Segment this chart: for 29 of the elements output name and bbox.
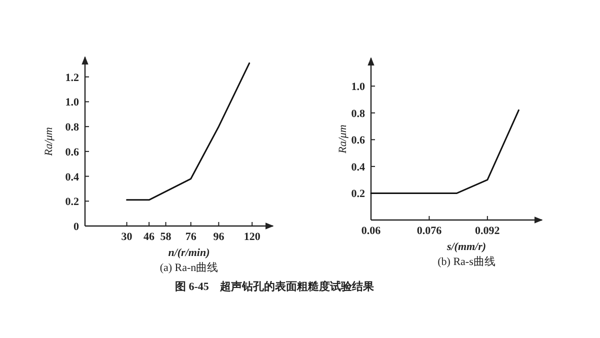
x-tick-label: 46 bbox=[144, 231, 156, 243]
x-axis-title: n/(r/min) bbox=[168, 247, 210, 259]
x-tick-label: 58 bbox=[160, 231, 172, 243]
y-tick-label: 0.4 bbox=[65, 171, 80, 184]
x-axis-title: s/(mm/r) bbox=[446, 241, 486, 253]
y-tick-label: 0.6 bbox=[351, 134, 366, 147]
text: (b) Ra-s曲线 bbox=[438, 255, 496, 268]
y-tick-label: 0.2 bbox=[65, 196, 80, 208]
y-axis-title: Ra/μm bbox=[43, 127, 55, 157]
x-tick-label: 96 bbox=[213, 231, 225, 243]
y-tick-label: 0.6 bbox=[65, 146, 80, 158]
y-axis-title: Ra/μm bbox=[337, 124, 349, 154]
x-tick-label: 120 bbox=[244, 231, 261, 243]
x-tick-label: 76 bbox=[185, 231, 197, 243]
text: (a) Ra-n曲线 bbox=[160, 261, 218, 274]
x-tick-label: 0.06 bbox=[361, 225, 382, 237]
line-series bbox=[126, 62, 250, 201]
caption: 图 6-45 超声钻孔的表面粗糙度试验结果 bbox=[175, 280, 375, 293]
x-tick-label: 30 bbox=[121, 231, 133, 243]
x-tick-label: 0.076 bbox=[416, 225, 442, 237]
y-tick-label: 0.4 bbox=[351, 161, 366, 174]
y-tick-label: 0 bbox=[74, 221, 80, 233]
y-tick-label: 0.2 bbox=[351, 188, 366, 200]
y-tick-label: 0.8 bbox=[351, 108, 366, 120]
y-tick-label: 0.8 bbox=[65, 122, 80, 134]
y-tick-label: 1.0 bbox=[351, 81, 366, 94]
x-tick-label: 0.092 bbox=[475, 225, 500, 237]
y-tick-label: 1.2 bbox=[65, 72, 80, 84]
y-tick-label: 1.0 bbox=[65, 96, 80, 109]
